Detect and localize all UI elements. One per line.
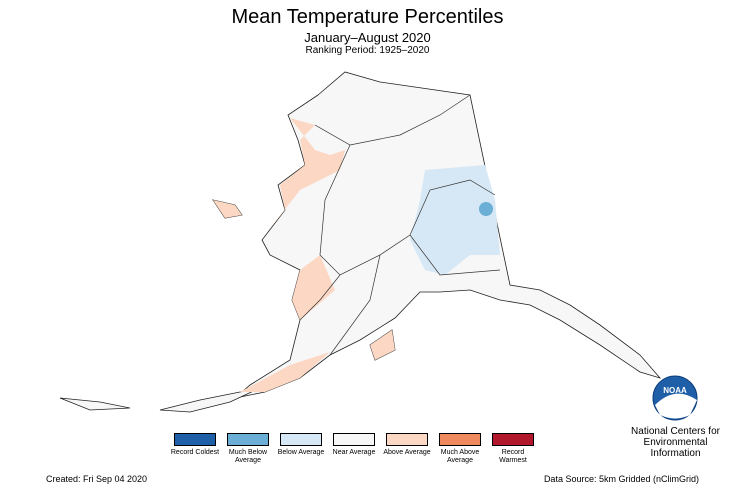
anomaly-areas <box>213 118 500 392</box>
noaa-logo: NOAA <box>652 375 698 421</box>
alaska <box>59 71 662 413</box>
legend-label: Record Warmest <box>499 449 527 464</box>
legend-swatch <box>333 433 375 446</box>
legend-label: Near Average <box>332 449 376 456</box>
subtitle: January–August 2020 <box>304 30 431 45</box>
legend-item: Near Average <box>329 433 379 457</box>
legend-label: Record Coldest <box>170 449 220 456</box>
legend-swatch <box>227 433 269 446</box>
title: Mean Temperature Percentiles <box>231 6 504 28</box>
legend-label: Much Above Average <box>440 449 480 464</box>
agency: National Centers for Environmental Infor… <box>631 426 720 459</box>
legend-swatch <box>174 433 216 446</box>
created-date: Created: Fri Sep 04 2020 <box>46 474 148 484</box>
legend-label: Above Average <box>383 449 431 456</box>
legend-swatch <box>280 433 322 446</box>
legend-item: Below Average <box>276 433 326 457</box>
legend: Record Coldest Much Below Average Below Av… <box>170 433 540 478</box>
data-source: Data Source: 5km Gridded (nClimGrid) <box>543 474 699 484</box>
legend-swatch <box>492 433 534 446</box>
ranking-period: Ranking Period: 1925–2020 <box>305 45 430 56</box>
legend-label: Much Below Average <box>228 449 268 464</box>
legend-swatch <box>386 433 428 446</box>
legend-swatch <box>439 433 481 446</box>
logo-text: NOAA <box>663 386 687 395</box>
division-lines <box>299 94 501 356</box>
legend-item: Record Warmest <box>488 433 538 465</box>
legend-item: Above Average <box>382 433 432 457</box>
legend-item: Much Below Average <box>223 433 273 465</box>
legend-item: Much Above Average <box>435 433 485 465</box>
legend-label: Below Average <box>277 449 325 456</box>
legend-item: Record Coldest <box>170 433 220 457</box>
